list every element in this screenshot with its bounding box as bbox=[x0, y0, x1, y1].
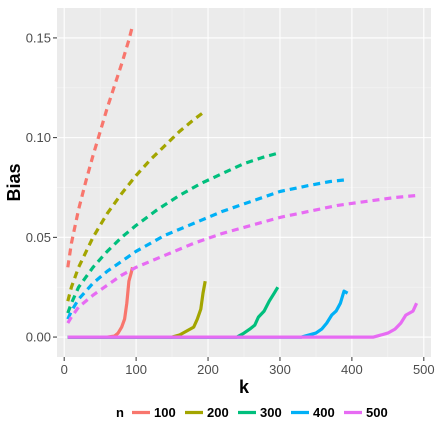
legend-title: n bbox=[116, 405, 124, 420]
legend-label-n500: 500 bbox=[366, 405, 388, 420]
legend-label-n200: 200 bbox=[207, 405, 229, 420]
series-line-n100-dashed bbox=[66, 25, 135, 268]
x-tick-label: 100 bbox=[125, 362, 147, 377]
y-tick-label: 0.00 bbox=[26, 330, 51, 345]
y-tick-label: 0.05 bbox=[26, 230, 51, 245]
legend-label-n100: 100 bbox=[154, 405, 176, 420]
x-tick-label: 400 bbox=[341, 362, 363, 377]
x-tick-label: 200 bbox=[197, 362, 219, 377]
x-axis-title: k bbox=[239, 377, 250, 397]
y-tick-label: 0.15 bbox=[26, 30, 51, 45]
legend-label-n300: 300 bbox=[260, 405, 282, 420]
series-line-n200-dashed bbox=[66, 110, 206, 302]
series-line-n300-dashed bbox=[66, 152, 277, 314]
y-axis-title: Bias bbox=[4, 163, 24, 201]
series-line-n400-dashed bbox=[66, 177, 349, 320]
series-line-n300-solid bbox=[67, 286, 280, 339]
x-axis-ticks: 0 100 200 300 400 500 bbox=[61, 357, 435, 377]
legend-label-n400: 400 bbox=[313, 405, 335, 420]
minor-gridlines bbox=[57, 8, 431, 357]
legend: n 100 200 300 400 500 bbox=[116, 405, 388, 420]
y-axis-ticks: 0.00 0.05 0.10 0.15 bbox=[26, 30, 57, 345]
x-tick-label: 0 bbox=[61, 362, 68, 377]
series-layer bbox=[66, 25, 419, 339]
y-tick-label: 0.10 bbox=[26, 130, 51, 145]
x-tick-label: 300 bbox=[269, 362, 291, 377]
x-tick-label: 500 bbox=[413, 362, 435, 377]
series-line-n500-solid bbox=[67, 302, 419, 339]
